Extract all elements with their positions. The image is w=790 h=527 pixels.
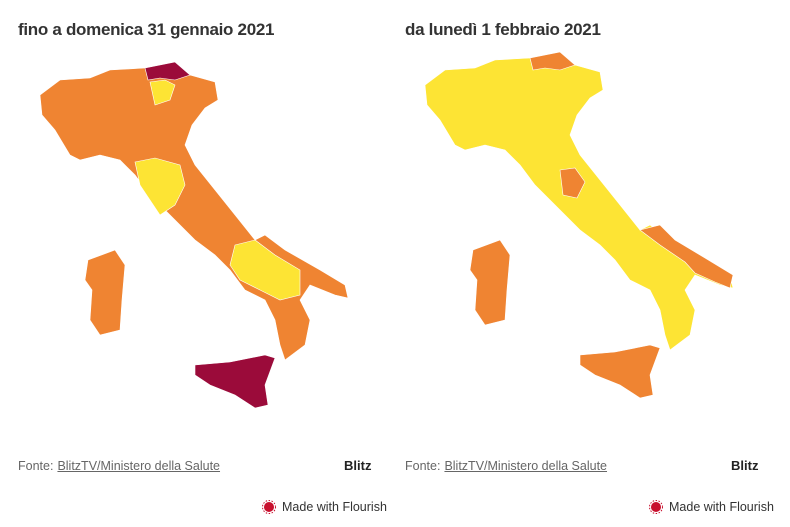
- map-title: da lunedì 1 febbraio 2021: [405, 20, 601, 39]
- bolzano: [144, 61, 191, 81]
- map: [39, 61, 349, 409]
- credit-text: Made with Flourish: [669, 500, 774, 514]
- sardegna: [469, 239, 511, 326]
- flourish-icon: [649, 500, 663, 514]
- source-link[interactable]: BlitzTV/Ministero della Salute: [57, 459, 221, 473]
- source-label: Fonte:: [405, 459, 441, 473]
- campania: [229, 239, 301, 301]
- credit[interactable]: Made with Flourish: [649, 500, 774, 514]
- credit[interactable]: Made with Flourish: [262, 500, 387, 514]
- sardegna: [84, 249, 126, 336]
- credit-text: Made with Flourish: [282, 500, 387, 514]
- mainland: [424, 51, 734, 351]
- umbria: [559, 167, 586, 199]
- mainland: [39, 61, 349, 361]
- source-link[interactable]: BlitzTV/Ministero della Salute: [444, 459, 608, 473]
- flourish-icon: [262, 500, 276, 514]
- sicilia: [194, 354, 276, 409]
- map-title: fino a domenica 31 gennaio 2021: [18, 20, 275, 39]
- toscana: [134, 157, 186, 216]
- puglia: [639, 224, 734, 289]
- bolzano: [529, 51, 576, 71]
- map: [424, 51, 734, 399]
- italy: [424, 51, 734, 399]
- logo: Blitz: [731, 458, 759, 473]
- trento: [149, 79, 176, 106]
- panel: fino a domenica 31 gennaio 2021 Fonte: Bl…: [0, 0, 392, 527]
- source-label: Fonte:: [18, 459, 54, 473]
- italy: [39, 61, 349, 409]
- logo: Blitz: [344, 458, 372, 473]
- source: Fonte: BlitzTV/Ministero della Salute: [18, 459, 220, 473]
- source: Fonte: BlitzTV/Ministero della Salute: [405, 459, 607, 473]
- sicilia: [579, 344, 661, 399]
- panel: da lunedì 1 febbraio 2021 Fonte: BlitzTV/…: [387, 0, 779, 527]
